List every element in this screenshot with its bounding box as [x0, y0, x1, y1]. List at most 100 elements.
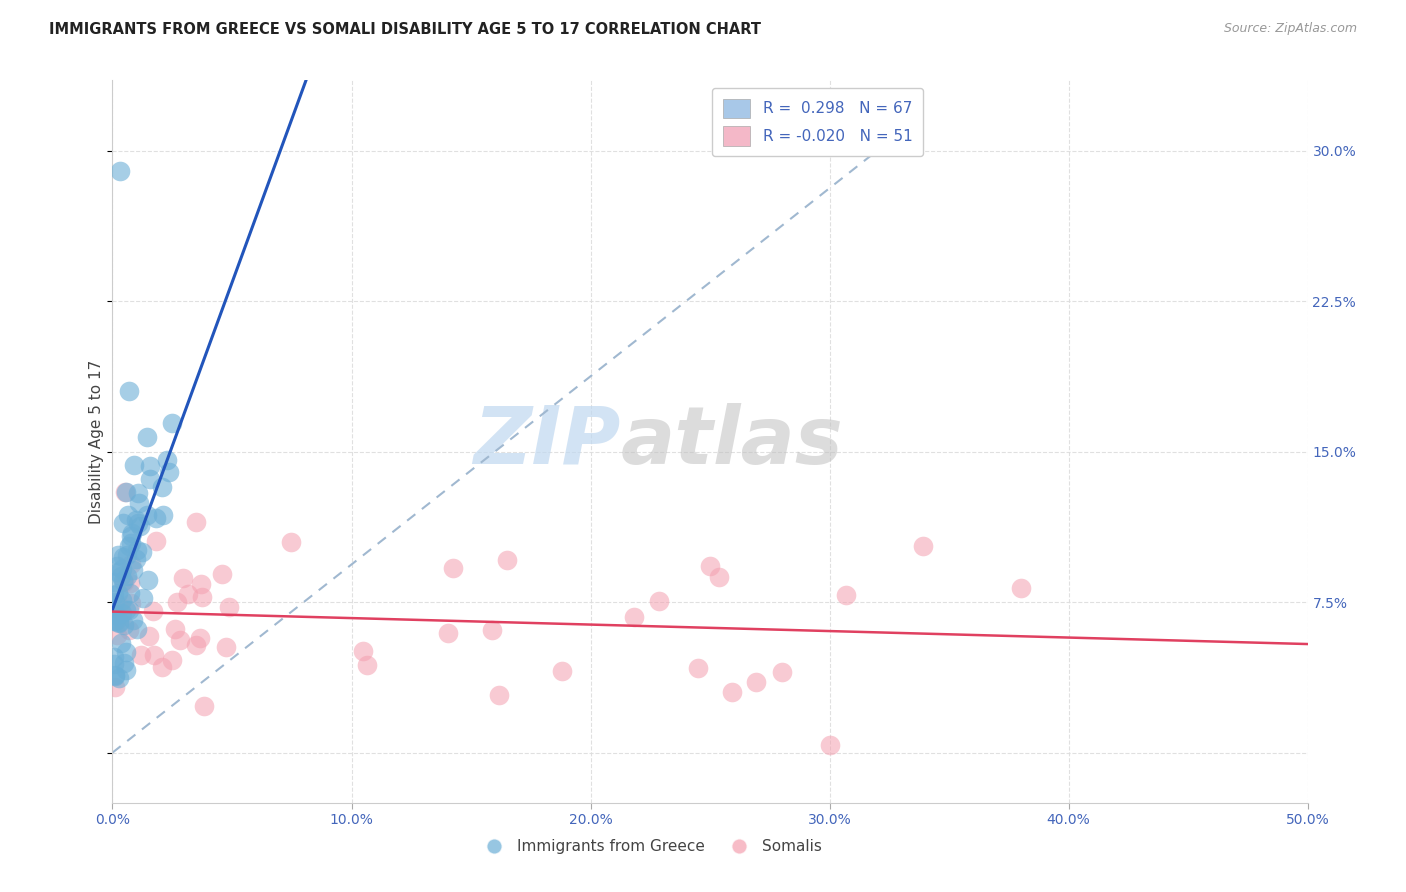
Point	[104, 594, 127, 608]
Point	[441, 561, 464, 575]
Point	[142, 648, 165, 662]
Point	[721, 685, 744, 699]
Point	[156, 452, 179, 467]
Point	[169, 632, 191, 647]
Point	[152, 480, 174, 494]
Point	[111, 516, 134, 530]
Point	[160, 653, 183, 667]
Point	[129, 519, 152, 533]
Point	[121, 563, 143, 577]
Point	[135, 508, 157, 522]
Point	[835, 588, 858, 602]
Point	[111, 550, 134, 565]
Point	[551, 664, 574, 678]
Point	[111, 562, 134, 576]
Point	[125, 513, 148, 527]
Point	[136, 574, 159, 588]
Point	[118, 623, 141, 637]
Point	[481, 623, 503, 637]
Point	[108, 615, 131, 630]
Point	[108, 671, 131, 685]
Point	[115, 645, 138, 659]
Point	[110, 636, 132, 650]
Point	[125, 552, 148, 566]
Point	[699, 558, 721, 574]
Point	[114, 663, 136, 677]
Point	[122, 613, 145, 627]
Point	[190, 590, 212, 604]
Text: ZIP: ZIP	[472, 402, 620, 481]
Point	[145, 533, 167, 548]
Point	[107, 559, 129, 574]
Point	[125, 623, 148, 637]
Point	[125, 543, 148, 558]
Point	[707, 570, 730, 584]
Point	[165, 622, 187, 636]
Point	[118, 576, 141, 591]
Point	[280, 534, 302, 549]
Text: Source: ZipAtlas.com: Source: ZipAtlas.com	[1223, 22, 1357, 36]
Point	[688, 661, 710, 675]
Point	[186, 515, 208, 529]
Legend: Immigrants from Greece, Somalis: Immigrants from Greece, Somalis	[472, 833, 828, 860]
Point	[111, 607, 134, 621]
Point	[117, 539, 139, 553]
Point	[120, 586, 142, 600]
Point	[103, 657, 125, 672]
Point	[111, 593, 134, 607]
Point	[139, 472, 162, 486]
Point	[112, 617, 135, 632]
Point	[115, 485, 138, 500]
Point	[129, 648, 152, 662]
Point	[108, 163, 131, 178]
Point	[117, 508, 139, 522]
Point	[122, 458, 145, 472]
Point	[488, 688, 510, 702]
Point	[648, 594, 671, 608]
Point	[211, 566, 233, 581]
Point	[103, 614, 125, 628]
Point	[356, 658, 378, 673]
Point	[818, 738, 841, 752]
Point	[436, 626, 458, 640]
Point	[1010, 581, 1032, 595]
Point	[112, 656, 135, 670]
Point	[193, 698, 215, 713]
Point	[105, 628, 128, 642]
Point	[107, 585, 129, 599]
Point	[190, 631, 212, 645]
Point	[128, 496, 150, 510]
Point	[115, 548, 138, 562]
Point	[103, 649, 125, 664]
Point	[352, 644, 374, 658]
Y-axis label: Disability Age 5 to 17: Disability Age 5 to 17	[89, 359, 104, 524]
Point	[177, 587, 200, 601]
Point	[157, 465, 180, 479]
Point	[132, 591, 155, 605]
Point	[131, 545, 153, 559]
Point	[190, 577, 212, 591]
Point	[215, 640, 238, 654]
Point	[120, 529, 142, 543]
Point	[127, 516, 149, 531]
Point	[623, 610, 645, 624]
Point	[138, 458, 160, 473]
Point	[218, 599, 240, 614]
Point	[172, 571, 194, 585]
Point	[103, 606, 125, 620]
Point	[107, 615, 129, 629]
Point	[142, 604, 165, 618]
Point	[114, 603, 136, 617]
Text: atlas: atlas	[620, 402, 844, 481]
Point	[166, 595, 188, 609]
Point	[108, 600, 131, 615]
Point	[112, 574, 135, 589]
Point	[121, 525, 143, 540]
Point	[135, 430, 157, 444]
Point	[104, 607, 127, 622]
Point	[120, 536, 142, 550]
Point	[118, 603, 141, 617]
Point	[184, 638, 207, 652]
Point	[138, 629, 160, 643]
Point	[121, 557, 143, 571]
